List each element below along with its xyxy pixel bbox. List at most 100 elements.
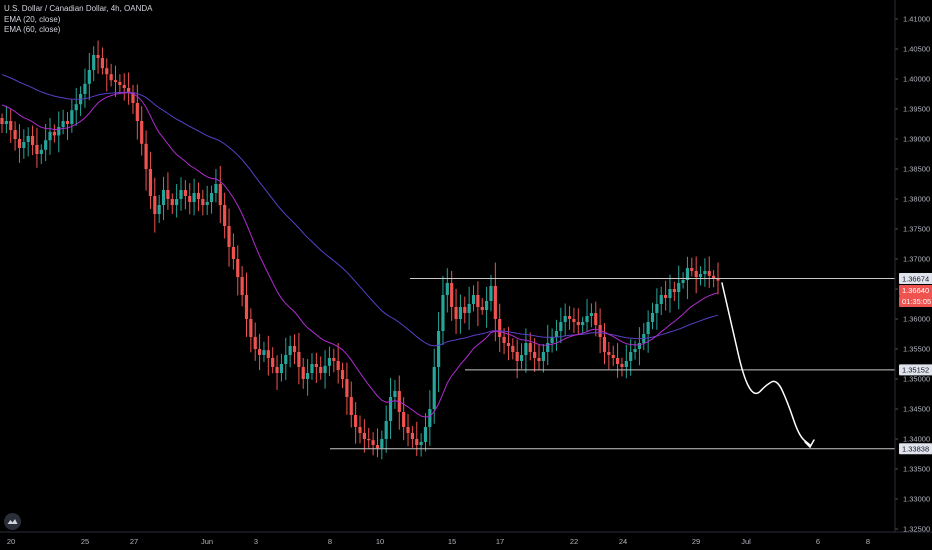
candle-body — [607, 352, 611, 355]
candle-body — [541, 352, 545, 361]
candle-body — [528, 343, 532, 352]
candle-body — [340, 370, 345, 379]
price-tick-label: 1.36000 — [903, 315, 930, 324]
candle-body — [436, 331, 441, 367]
candle-body — [44, 140, 48, 150]
price-tick-label: 1.38500 — [903, 165, 930, 174]
price-tick-label: 1.37500 — [903, 225, 930, 234]
price-label-badge — [899, 443, 932, 455]
price-label: 1.36674 — [902, 274, 929, 283]
candle-body — [109, 74, 113, 81]
candle-body — [105, 68, 109, 75]
candle-body — [170, 199, 174, 205]
candle-body — [581, 322, 585, 325]
candle-body — [70, 110, 74, 124]
candle-body — [39, 149, 43, 154]
candle-body — [179, 190, 183, 199]
price-tick-label: 1.41000 — [903, 15, 930, 24]
candle-body — [498, 319, 502, 337]
candle-body — [598, 325, 602, 337]
candle-body — [698, 274, 703, 277]
candle-body — [615, 358, 620, 364]
candle-body — [646, 322, 650, 334]
candle-body — [655, 304, 659, 313]
candle-body — [35, 145, 39, 154]
candle-body — [30, 136, 35, 145]
candle-body — [594, 313, 598, 325]
candle-body — [319, 367, 323, 373]
candle-body — [157, 205, 161, 214]
time-tick-label: 22 — [570, 537, 578, 546]
price-tick-label: 1.33000 — [903, 495, 930, 504]
price-label-badge — [899, 285, 932, 296]
time-tick-label: 27 — [130, 537, 138, 546]
candle-body — [419, 442, 423, 445]
price-tick-label: 1.38000 — [903, 195, 930, 204]
candle-body — [0, 118, 4, 124]
candle-body — [4, 121, 8, 124]
candle-body — [148, 169, 153, 196]
candle-body — [633, 349, 637, 352]
candle-body — [480, 307, 484, 310]
candle-body — [519, 355, 524, 361]
price-label: 1.33838 — [902, 444, 929, 453]
candle-body — [515, 352, 519, 361]
candle-body — [493, 286, 497, 319]
candle-body — [188, 196, 192, 202]
candle-body — [703, 271, 707, 274]
price-tick-label: 1.32500 — [903, 525, 930, 534]
time-axis[interactable]: 20 25 27 Jun 3 8 10 15 17 22 24 29 Jul 6 8 — [0, 531, 932, 546]
candle-body — [244, 295, 249, 319]
candle-body — [423, 427, 428, 442]
candle-body — [668, 289, 672, 298]
candle-body — [135, 103, 139, 121]
candle-body — [371, 440, 375, 445]
candle-body — [118, 82, 122, 85]
candle-body — [22, 142, 26, 148]
candle-body — [354, 415, 358, 427]
candle-body — [175, 199, 179, 205]
price-label: 01:35:05 — [902, 297, 931, 306]
candle-body — [336, 361, 340, 370]
candle-body — [458, 307, 463, 319]
candle-body — [567, 316, 572, 319]
time-tick-label: 20 — [7, 537, 15, 546]
candle-body — [153, 196, 157, 214]
candle-body — [9, 121, 13, 130]
candle-body — [161, 190, 166, 205]
candle-body — [546, 343, 550, 352]
time-tick-label: 3 — [254, 537, 258, 546]
ema60-legend[interactable]: EMA (60, close) — [4, 25, 61, 34]
candle-body — [677, 283, 681, 292]
candle-body — [572, 319, 576, 322]
candle-body — [201, 199, 205, 205]
tradingview-logo-icon[interactable] — [4, 513, 21, 530]
candle-body — [441, 295, 445, 331]
candle-body — [624, 361, 628, 367]
candle-body — [415, 439, 419, 445]
time-tick-label: 25 — [81, 537, 89, 546]
candle-body — [288, 346, 292, 355]
candle-body — [476, 295, 480, 307]
price-tick-label: 1.33500 — [903, 465, 930, 474]
symbol-title[interactable]: U.S. Dollar / Canadian Dollar, 4h, OANDA — [4, 4, 153, 13]
candle-body — [406, 427, 410, 433]
candle-body — [13, 130, 17, 139]
time-tick-label: Jun — [201, 537, 213, 546]
candle-body — [96, 55, 100, 58]
candle-body — [511, 346, 515, 352]
candle-body — [26, 136, 30, 142]
candle-body — [257, 349, 262, 355]
ema20-legend[interactable]: EMA (20, close) — [4, 14, 61, 24]
candle-body — [314, 364, 318, 367]
candle-body — [266, 350, 270, 358]
candle-body — [559, 322, 563, 331]
candle-body — [297, 352, 301, 367]
candle-body — [349, 397, 353, 415]
candle-body — [712, 275, 716, 279]
candle-body — [467, 304, 471, 313]
candle-body — [362, 433, 366, 439]
candle-body — [393, 391, 397, 397]
candle-body — [707, 271, 711, 276]
